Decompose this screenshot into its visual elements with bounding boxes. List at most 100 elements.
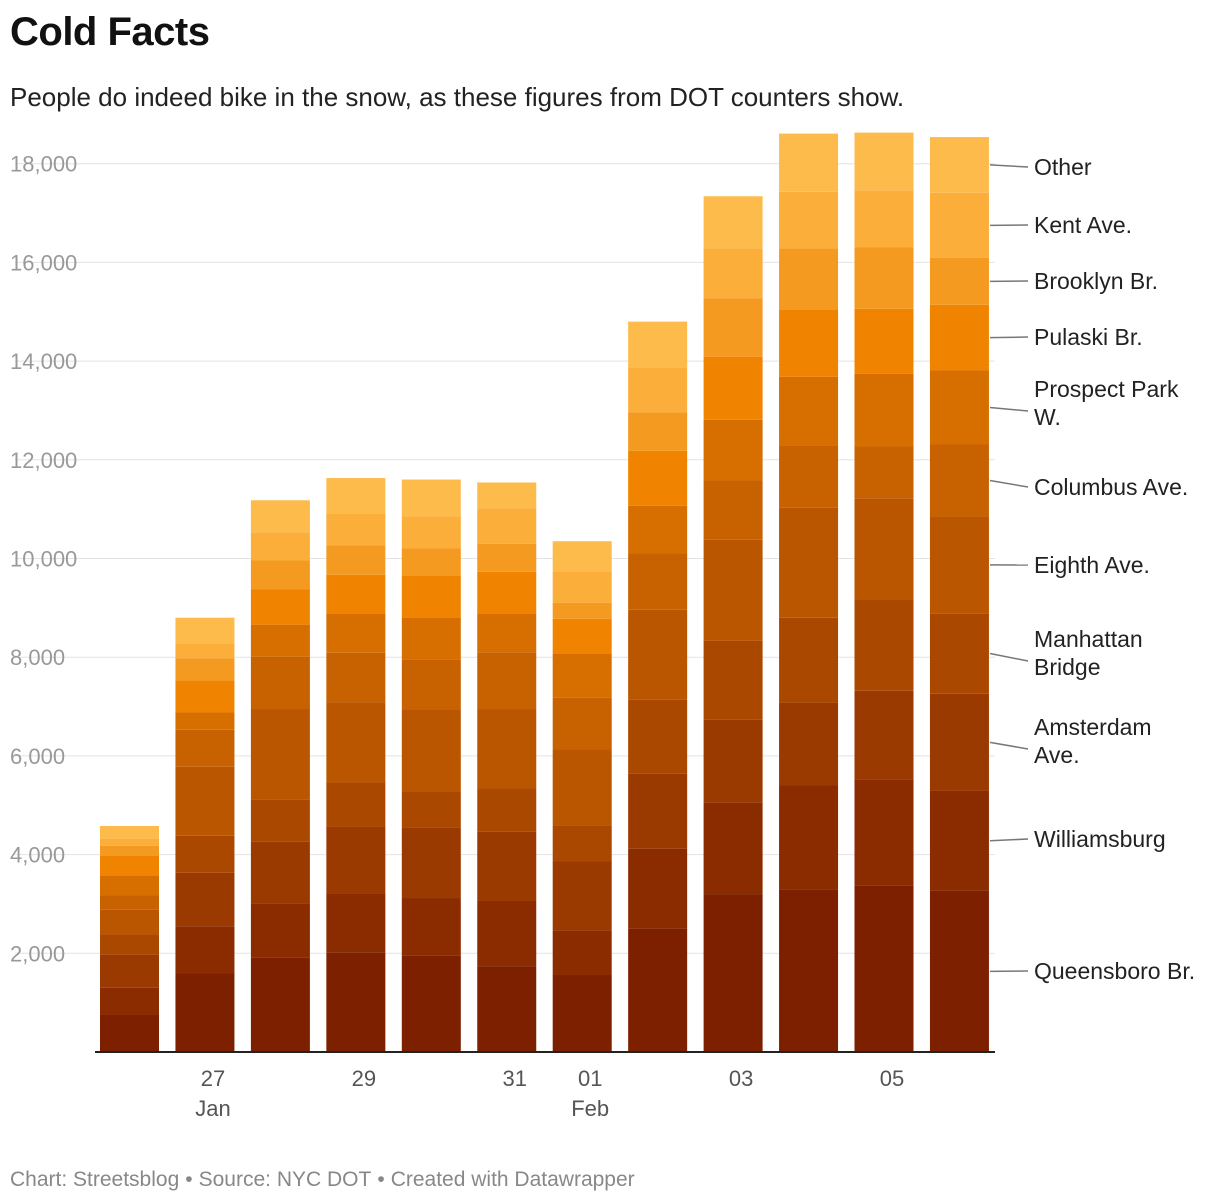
bar-segment — [552, 618, 612, 654]
bar-segment — [779, 248, 839, 310]
bar-segment — [929, 613, 989, 694]
bar-stack — [703, 196, 763, 1052]
bar-stack — [628, 321, 688, 1052]
legend-label: W. — [1034, 404, 1061, 430]
legend-label: Queensboro Br. — [1034, 958, 1195, 984]
legend-label: Prospect Park — [1034, 376, 1179, 402]
bar-segment — [477, 652, 537, 710]
legend: Other Kent Ave. Brooklyn Br. Pulaski Br. Pro… — [989, 154, 1195, 984]
bar-segment — [854, 599, 914, 691]
bar-segment — [628, 553, 688, 610]
x-tick-label: 31 — [503, 1066, 527, 1091]
legend-entry: Kent Ave. — [989, 212, 1132, 238]
bar-segment — [779, 785, 839, 890]
bar-segment — [779, 445, 839, 508]
bar-segment — [250, 532, 310, 561]
bar-segment — [779, 507, 839, 618]
bar-segment — [779, 617, 839, 703]
bar-segment — [175, 835, 235, 873]
bar-segment — [854, 885, 914, 1052]
bar-segment — [703, 480, 763, 540]
bar-segment — [175, 680, 235, 713]
legend-label: Eighth Ave. — [1034, 552, 1150, 578]
bar-segment — [628, 848, 688, 929]
bar-segment — [250, 799, 310, 842]
bar-segment — [175, 926, 235, 974]
bar-segment — [401, 617, 461, 660]
x-tick-label: 29 — [352, 1066, 376, 1091]
bar-segment — [477, 613, 537, 653]
bar-stack — [854, 132, 914, 1052]
bar-segment — [100, 895, 159, 910]
bar-segment — [552, 930, 612, 976]
bar-segment — [779, 376, 839, 446]
bar-segment — [250, 957, 310, 1052]
chart-title: Cold Facts — [10, 10, 210, 54]
bar-segment — [929, 192, 989, 258]
bar-segment — [250, 841, 310, 904]
bar-segment — [326, 545, 386, 575]
x-tick-label: 01 — [578, 1066, 602, 1091]
legend-leader-line — [989, 838, 1029, 842]
bar-segment — [477, 900, 537, 967]
bar-segment — [175, 973, 235, 1052]
legend-leader-line — [989, 652, 1029, 662]
bar-segment — [100, 1014, 159, 1052]
bar-segment — [250, 903, 310, 958]
footer-separator: • — [377, 1168, 385, 1191]
bar-segment — [175, 766, 235, 836]
x-tick-label: 03 — [729, 1066, 753, 1091]
bar-stack — [552, 541, 612, 1052]
bar-segment — [703, 894, 763, 1052]
chart-footer: Chart: Streetsblog • Source: NYC DOT • Creat… — [10, 1168, 635, 1192]
bar-segment — [703, 196, 763, 249]
bar-segment — [854, 446, 914, 499]
bar-segment — [477, 508, 537, 544]
bar-segment — [703, 298, 763, 357]
bar-segment — [401, 479, 461, 517]
bar-segment — [628, 412, 688, 451]
y-tick-label: 8,000 — [10, 645, 65, 670]
legend-label: Williamsburg — [1034, 826, 1166, 852]
bar-segment — [175, 729, 235, 767]
bar-segment — [326, 574, 386, 614]
bar-segment — [326, 826, 386, 894]
stacked-bar-chart: 2,000 4,000 6,000 8,000 10,000 12,000 14,000 16… — [10, 132, 1195, 1121]
bar-stack — [326, 478, 386, 1052]
bar-segment — [100, 987, 159, 1015]
bar-segment — [326, 702, 386, 783]
bar-segment — [250, 560, 310, 590]
bar-segment — [703, 802, 763, 895]
bar-segment — [175, 872, 235, 927]
bar-segment — [477, 788, 537, 832]
y-axis: 2,000 4,000 6,000 8,000 10,000 12,000 14,000 16… — [10, 152, 77, 967]
y-tick-label: 6,000 — [10, 744, 65, 769]
bar-segment — [628, 321, 688, 369]
bar-stack — [401, 479, 461, 1052]
bar-segment — [552, 825, 612, 862]
x-tick-label: Jan — [195, 1096, 230, 1121]
bar-segment — [628, 699, 688, 774]
bar-segment — [628, 773, 688, 849]
bar-segment — [929, 693, 989, 791]
bar-segment — [401, 791, 461, 828]
bar-segment — [854, 132, 914, 191]
bar-segment — [477, 831, 537, 901]
legend-leader-line — [989, 336, 1029, 339]
x-axis: 27 Jan 29 31 01 Feb 03 05 — [195, 1066, 904, 1121]
bar-segment — [477, 543, 537, 572]
bar-segment — [552, 697, 612, 750]
bar-segment — [628, 609, 688, 700]
bar-segment — [929, 790, 989, 891]
bar-segment — [250, 500, 310, 533]
bar-segment — [552, 541, 612, 572]
bar-segment — [401, 710, 461, 792]
bar-segment — [477, 571, 537, 614]
bar-segment — [477, 482, 537, 509]
chart-credit: Chart: Streetsblog — [10, 1168, 180, 1191]
bar-segment — [779, 309, 839, 377]
chart-subtitle: People do indeed bike in the snow, as th… — [10, 82, 905, 112]
legend-entry: Columbus Ave. — [989, 474, 1188, 500]
bar-segment — [779, 889, 839, 1052]
legend-entry: Queensboro Br. — [989, 958, 1195, 984]
